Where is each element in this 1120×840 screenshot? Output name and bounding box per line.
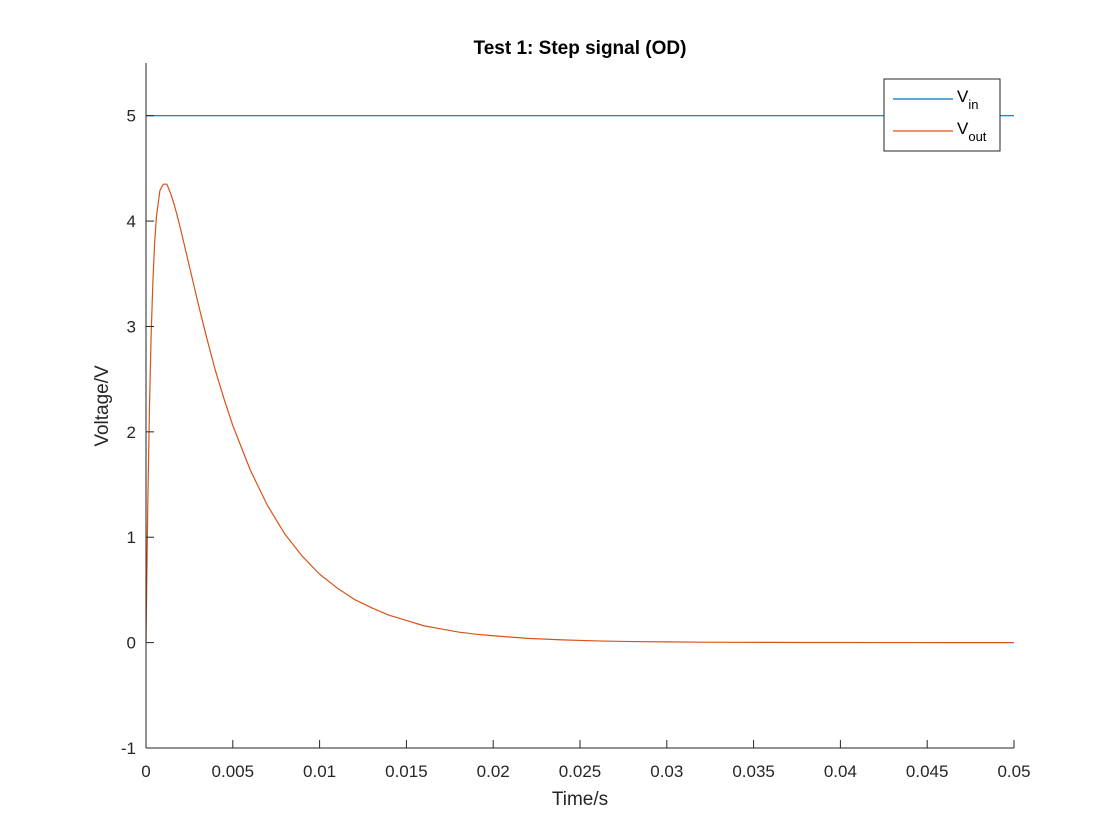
x-tick-label: 0.035 (732, 762, 775, 781)
y-axis-label: Voltage/V (92, 365, 113, 447)
axes-group: 0 0.005 0.01 0.015 0.02 0.025 0.03 0.035 0.04 0.0… (121, 63, 1031, 781)
y-tick-label: -1 (121, 739, 136, 758)
x-tick-label: 0.045 (906, 762, 949, 781)
legend: Vin Vout (883, 78, 1001, 152)
series-group (145, 115, 1015, 644)
y-tick-label: 2 (127, 423, 136, 442)
x-axis-label: Time/s (552, 789, 608, 810)
y-tick-label: 5 (127, 107, 136, 126)
x-tick-label: 0.03 (650, 762, 683, 781)
plot-background (146, 63, 1014, 748)
y-tick-label: 1 (127, 528, 136, 547)
x-tick-label: 0.04 (824, 762, 857, 781)
x-tick-label: 0 (141, 762, 150, 781)
y-tick-label: 0 (127, 634, 136, 653)
x-tick-label: 0.02 (477, 762, 510, 781)
legend-label: Vin (957, 87, 978, 112)
x-tick-label: 0.05 (997, 762, 1030, 781)
x-tick-label: 0.005 (212, 762, 255, 781)
plot-area (146, 63, 1014, 748)
y-tick-label: 3 (127, 317, 136, 336)
x-tick-label: 0.025 (559, 762, 602, 781)
y-tick-label: 4 (127, 212, 136, 231)
x-tick-label: 0.01 (303, 762, 336, 781)
chart-title: Test 1: Step signal (OD) (474, 38, 687, 59)
legend-label: Vout (957, 119, 987, 144)
series-line-v-out (145, 183, 1015, 644)
legend-box (883, 78, 1001, 152)
x-tick-label: 0.015 (385, 762, 428, 781)
